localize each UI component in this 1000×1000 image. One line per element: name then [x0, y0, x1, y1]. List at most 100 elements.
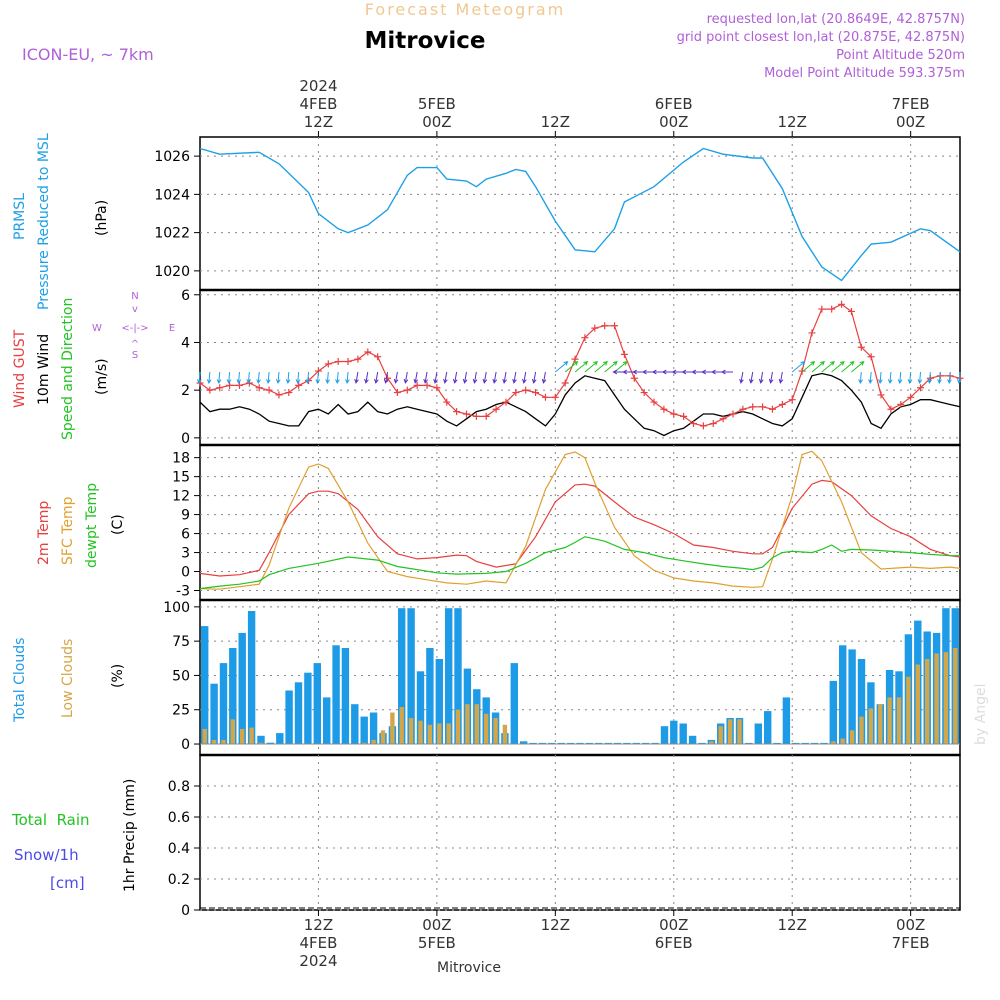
- total-clouds-bar: [613, 742, 622, 744]
- grid-point-location: grid point closest lon,lat (20.875E, 42.…: [677, 30, 965, 45]
- total-clouds-bar: [829, 680, 837, 744]
- compass-rose: N S W E <-|-> v ^: [92, 291, 175, 361]
- low-clouds-bar: [446, 723, 451, 745]
- wind-gust-marker: [403, 386, 411, 394]
- point-altitude: Point Altitude 520m: [836, 48, 965, 63]
- wind-gust-marker: [828, 305, 836, 313]
- total-clouds-bar: [294, 682, 303, 744]
- wind-gust-marker: [453, 408, 461, 416]
- chart-title: Mitrovice: [364, 28, 485, 54]
- temp-2m-line: [199, 479, 961, 577]
- prmsl-label: PRMSL: [12, 193, 28, 240]
- wind-direction-arrow: [285, 371, 291, 385]
- wind-gust-marker: [897, 400, 905, 408]
- wind-direction-arrow: [887, 371, 893, 385]
- top-time-tick-label: 12Z: [304, 113, 333, 131]
- wind-direction-arrow: [266, 371, 271, 385]
- total-clouds-bar: [323, 697, 331, 744]
- wind-direction-arrow: [927, 371, 933, 385]
- wind-direction-arrow: [858, 371, 864, 385]
- total-clouds-bar: [857, 659, 866, 744]
- temp-frame: [199, 444, 961, 601]
- total-clouds-bar: [201, 626, 209, 745]
- wind-gust-marker: [206, 386, 214, 394]
- wind-direction-arrow: [492, 371, 498, 384]
- wind-gust-marker: [818, 305, 826, 313]
- wind-gust-marker: [660, 405, 668, 413]
- low-clouds-bar: [408, 718, 414, 745]
- low-clouds-bar: [915, 664, 920, 745]
- compass-vertical-low: ^: [131, 339, 139, 350]
- precip-ytick-label: 0.8: [168, 779, 190, 795]
- bottom-time-tick-label: 2024: [299, 952, 337, 970]
- wind-gust-marker: [798, 367, 806, 375]
- wind-direction-arrow: [594, 361, 608, 373]
- ms-unit-label: (m/s): [94, 358, 110, 395]
- precip-ytick-label: 0.2: [168, 872, 190, 888]
- wind-gust-marker: [749, 403, 757, 411]
- wind-gust-marker: [729, 410, 737, 418]
- precipitation-panel: 0 0.2 0.4 0.6 0.8: [168, 754, 961, 919]
- low-clouds-bar: [868, 708, 874, 745]
- total-clouds-bar: [257, 735, 265, 744]
- clouds-ytick-label: 100: [163, 600, 190, 616]
- wind-direction-arrow: [841, 361, 855, 373]
- clouds-ytick-label: 25: [172, 703, 190, 719]
- wind-gust-marker: [690, 420, 698, 428]
- total-clouds-bar: [548, 742, 556, 744]
- total-clouds-bar: [247, 611, 256, 745]
- low-clouds-bar: [502, 724, 508, 744]
- wind-direction-arrow: [778, 371, 784, 384]
- sfc-temp-label: SFC Temp: [60, 496, 76, 565]
- wind-gust-marker: [907, 393, 915, 401]
- top-time-tick-label: 00Z: [896, 113, 925, 131]
- bottom-time-tick-label: 12Z: [778, 916, 807, 934]
- wind-direction-arrow: [236, 371, 242, 385]
- wind-gust-marker: [887, 405, 895, 413]
- top-time-tick-label: 7FEB: [892, 95, 930, 113]
- low-clouds-bar: [934, 653, 939, 744]
- wind-direction-arrow: [878, 371, 883, 385]
- wind-gust-marker: [265, 386, 273, 394]
- temperature-panel: -3 0 3 6 9 12 15 18: [172, 444, 961, 601]
- wind-ytick-label: 4: [181, 335, 190, 351]
- wind-direction-arrow: [897, 371, 903, 385]
- wind-gust-marker: [324, 360, 332, 368]
- precip-ytick-label: 0.6: [168, 810, 190, 826]
- wind-gust-marker: [423, 381, 431, 389]
- pressure-frame: [199, 136, 961, 291]
- total-clouds-bar: [332, 645, 340, 745]
- wind-gust-marker: [235, 381, 243, 389]
- wind-direction-arrow: [325, 371, 331, 385]
- snow-label: Snow/1h: [14, 846, 79, 864]
- wind-10m-label: 10m Wind: [36, 334, 52, 405]
- wind-direction-arrow: [956, 371, 962, 385]
- wind-direction-arrow: [937, 371, 942, 385]
- wind-gust-marker: [581, 334, 589, 342]
- wind-direction-arrow: [541, 371, 547, 384]
- total-clouds-bar: [285, 690, 293, 744]
- total-clouds-bar: [416, 671, 425, 744]
- low-clouds-bar: [399, 707, 404, 744]
- wind-gust-marker: [216, 384, 224, 392]
- total-clouds-bar: [313, 663, 321, 744]
- wind-gust-marker: [551, 393, 559, 401]
- compass-vertical: v: [132, 304, 138, 315]
- wind-gust-marker: [255, 384, 263, 392]
- top-time-tick-label: 12Z: [778, 113, 807, 131]
- wind-gust-marker: [847, 307, 855, 315]
- model-point-altitude: Model Point Altitude 593.375m: [764, 66, 965, 81]
- credit-watermark: by Angel: [973, 684, 989, 745]
- wind-direction-arrow: [821, 361, 835, 373]
- bottom-time-tick-label: 7FEB: [892, 934, 930, 952]
- wind-direction-arrow: [584, 361, 599, 373]
- wind-gust-marker: [502, 398, 510, 406]
- wind-gust-marker: [433, 384, 441, 392]
- temp-ytick-label: 18: [172, 451, 190, 467]
- low-clouds-bar: [249, 727, 254, 745]
- wind-gust-marker: [285, 389, 293, 397]
- wind-gust-marker: [561, 379, 569, 387]
- clouds-ytick-label: 75: [172, 634, 190, 650]
